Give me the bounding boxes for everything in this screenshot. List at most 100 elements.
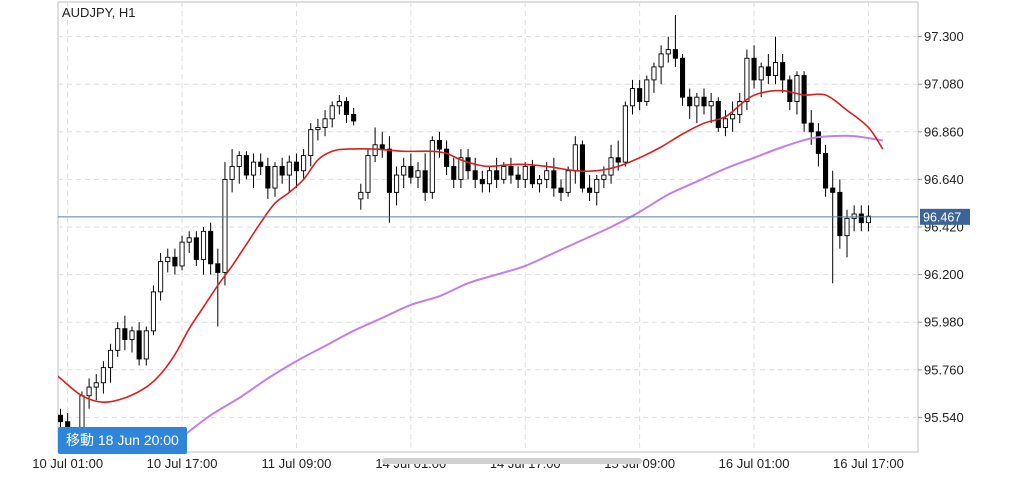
navigate-to-date-button[interactable]: 移動 18 Jun 20:00 [58,427,187,454]
candle [680,53,686,106]
candle [165,248,171,273]
candle-body-bearish [637,88,643,102]
candle-body-bullish [851,213,857,219]
candle-body-bullish [158,261,164,293]
candle [801,71,807,132]
candle [158,252,164,301]
candle [537,175,543,193]
candle [486,166,493,193]
candle-body-bullish [572,144,578,172]
candle-body-bearish [472,170,478,180]
scroll-handle[interactable] [382,458,642,464]
symbol-label: AUDJPY, H1 [62,5,135,20]
candle-body-bullish [222,178,228,273]
moving-average-fast-line [58,89,884,404]
candle [401,157,407,189]
candle-body-bearish [265,165,271,189]
candle-body-bearish [529,165,535,185]
candle [236,151,242,184]
candle [436,131,443,158]
price-tick-label: 96.640 [924,172,964,187]
candle [115,322,121,357]
candle [265,157,271,199]
moving-average-slow-line [160,134,883,452]
candle-body-bearish [787,79,793,102]
candle-body-bearish [386,148,392,193]
candle [301,149,307,180]
candle-body-bullish [601,174,607,180]
price-tick-label: 95.760 [924,362,964,377]
candle-body-bearish [765,66,771,77]
candle-body-bearish [436,140,443,150]
candle-body-bullish [229,165,235,180]
candle [465,149,471,180]
candle [358,183,364,210]
candle [143,326,149,366]
candle [243,151,249,180]
candle-body-bullish [622,105,628,163]
candle-body-bullish [594,178,600,193]
candle-body-bullish [429,140,435,193]
candle-body-bullish [651,66,657,81]
candle [444,140,450,176]
candle [865,205,871,232]
candle [100,361,106,394]
candle-body-bearish [558,187,564,193]
candle-body-bearish [122,328,128,340]
candle-body-bullish [308,129,314,157]
candle-body-bullish [329,105,335,120]
candle [651,62,657,93]
candle [408,153,414,184]
candle [823,144,829,197]
candle [494,157,500,189]
candle-body-bearish [823,152,829,189]
candle [844,209,850,258]
candle [136,322,142,366]
candle-body-bearish [551,170,557,189]
candle-body-bullish [336,101,342,107]
candle [315,118,321,141]
candle-body-bullish [394,174,400,193]
price-tick-label: 96.860 [924,124,964,139]
candle-body-bearish [508,165,514,176]
candle-body-bullish [200,230,207,260]
candle [93,374,99,401]
candle [107,343,114,383]
candle-body-bearish [451,165,457,180]
candle-body-bearish [479,178,485,185]
candle-body-bullish [250,161,257,176]
candle-body-bullish [129,330,135,340]
price-tick-label: 95.980 [924,315,964,330]
candle-body-bullish [722,118,728,128]
candle [293,153,300,189]
candle-body-bearish [494,170,500,180]
candle-body-bullish [772,62,779,77]
candle-body-bearish [444,148,450,167]
candle-body-bullish [608,157,614,176]
candle [329,101,335,128]
candle [694,92,700,124]
candle-body-bullish [744,57,750,102]
candle [637,79,643,111]
time-tick-label: 10 Jul 01:00 [32,456,103,471]
current-price-badge: 96.467 [920,208,970,225]
candle-body-bearish [801,75,807,124]
candle-body-bullish [322,118,328,128]
candle [415,162,421,189]
candle [837,179,843,249]
candle-body-bullish [272,165,278,189]
candle [250,153,257,189]
candle-body-bearish [215,263,221,273]
candle [551,157,557,197]
candle [508,157,514,184]
candle-body-bearish [615,157,621,163]
candle [715,97,721,132]
candle-body-bullish [115,328,121,351]
candle-body-bullish [401,165,407,176]
candle [851,205,857,232]
candle-body-bullish [694,96,700,107]
candle [222,162,228,286]
candle-body-bearish [208,230,214,265]
